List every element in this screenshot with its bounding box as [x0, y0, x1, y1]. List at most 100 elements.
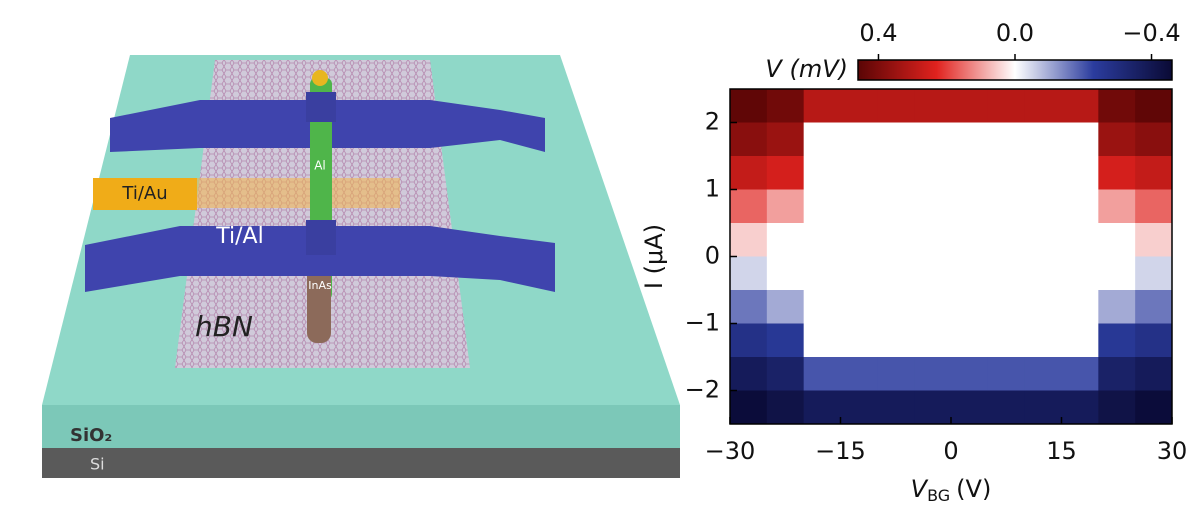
heatmap-cell [803, 357, 841, 391]
x-tick-label: −30 [705, 437, 756, 465]
colorbar-label: V (mV) [765, 55, 848, 83]
heatmap-cell [1024, 357, 1062, 391]
heatmap-cell [766, 323, 805, 358]
heatmap-cell [877, 189, 915, 224]
heatmap-cell [730, 290, 768, 324]
heatmap-cell [840, 256, 878, 291]
heatmap-cell [766, 223, 805, 257]
heatmap-cell [1024, 189, 1062, 224]
heatmap-cell [1024, 256, 1062, 291]
heatmap-cell [803, 156, 841, 190]
x-tick-label: −15 [815, 437, 866, 465]
heatmap-cell [987, 122, 1026, 157]
heatmap-cell [766, 156, 805, 190]
heatmap-cell [766, 390, 805, 425]
heatmap-cell [730, 156, 768, 190]
heatmap-cell [877, 390, 915, 425]
heatmap-cell [840, 122, 878, 157]
heatmap-cell [730, 357, 768, 391]
heatmap-cell [987, 156, 1026, 190]
heatmap-cell [877, 122, 915, 157]
heatmap-cell [1135, 156, 1173, 190]
heatmap-cell [1024, 156, 1062, 190]
heatmap-cell [1024, 323, 1062, 358]
heatmap-cell [987, 256, 1026, 291]
heatmap-cell [1024, 390, 1062, 425]
heatmap-cell [730, 390, 768, 425]
heatmap-cell [1098, 156, 1136, 190]
heatmap-cell [987, 357, 1026, 391]
heatmap-cell [914, 290, 952, 324]
contact-lower [306, 220, 336, 255]
heatmap-cell [987, 89, 1026, 123]
y-axis-label: I (μA) [640, 224, 668, 289]
heatmap-cell [766, 122, 805, 157]
heatmap-cell [1098, 256, 1136, 291]
heatmap-cell [914, 156, 952, 190]
plot: −30 −15 0 15 30 −2 −1 0 1 2 VBG (V) I (μA) 0.4 0.0 −0.4… [640, 19, 1187, 505]
heatmap-cell [1098, 89, 1136, 123]
heatmap-cell [730, 256, 768, 291]
y-tick-label: 1 [705, 175, 720, 203]
heatmap-cell [840, 290, 878, 324]
heatmap-cell [766, 256, 805, 291]
heatmap-cell [1098, 323, 1136, 358]
si-layer [42, 448, 680, 478]
heatmap-cell [766, 357, 805, 391]
heatmap-cell [803, 323, 841, 358]
colorbar [857, 59, 1173, 81]
heatmap-cell [951, 357, 989, 391]
heatmap-cell [951, 156, 989, 190]
x-tick-label: 0 [943, 437, 958, 465]
heatmap-cell [914, 122, 952, 157]
heatmap-cell [914, 390, 952, 425]
heatmap-cell [840, 189, 878, 224]
colorbar-tick-label: −0.4 [1122, 19, 1180, 47]
heatmap-cell [840, 223, 878, 257]
heatmap-cell [951, 223, 989, 257]
label-al: Al [314, 159, 326, 173]
heatmap-cell [877, 357, 915, 391]
heatmap-cell [1098, 390, 1136, 425]
heatmap-cell [1135, 323, 1173, 358]
heatmap-cell [987, 290, 1026, 324]
heatmap-cell [1098, 122, 1136, 157]
label-inas: InAs [308, 279, 332, 292]
heatmap-cell [987, 189, 1026, 224]
heatmap-cell [1061, 89, 1099, 123]
heatmap-cell [951, 189, 989, 224]
heatmap-cell [803, 390, 841, 425]
heatmap-cell [1061, 122, 1099, 157]
heatmap-cell [803, 223, 841, 257]
heatmap-cell [1135, 390, 1173, 425]
heatmap-cell [766, 89, 805, 123]
heatmap-cell [803, 89, 841, 123]
heatmap-cell [1135, 189, 1173, 224]
label-hbn: hBN [195, 310, 253, 343]
x-axis-label: VBG (V) [911, 475, 992, 505]
heatmap-cell [914, 223, 952, 257]
heatmap-cell [1061, 357, 1099, 391]
heatmap-cell [951, 256, 989, 291]
heatmap-cell [987, 223, 1026, 257]
label-sio2: SiO₂ [70, 425, 112, 446]
sio2-layer [42, 405, 680, 448]
label-si: Si [90, 455, 105, 474]
y-tick-label: 2 [705, 108, 720, 136]
heatmap-cell [1061, 390, 1099, 425]
heatmap-cell [1061, 256, 1099, 291]
heatmap-cell [730, 189, 768, 224]
heatmap-cell [1024, 89, 1062, 123]
heatmap-cell [951, 323, 989, 358]
heatmap-cell [730, 89, 768, 123]
wire-tip [312, 70, 328, 86]
heatmap-cell [914, 189, 952, 224]
heatmap-cell [1024, 223, 1062, 257]
heatmap-cell [766, 189, 805, 224]
heatmap-cell [877, 290, 915, 324]
heatmap-cell [1098, 290, 1136, 324]
heatmap-cell [803, 256, 841, 291]
heatmap-cell [1135, 357, 1173, 391]
device-schematic: Ti/Au Ti/Al Al InAs hBN SiO₂ Si [42, 55, 680, 478]
